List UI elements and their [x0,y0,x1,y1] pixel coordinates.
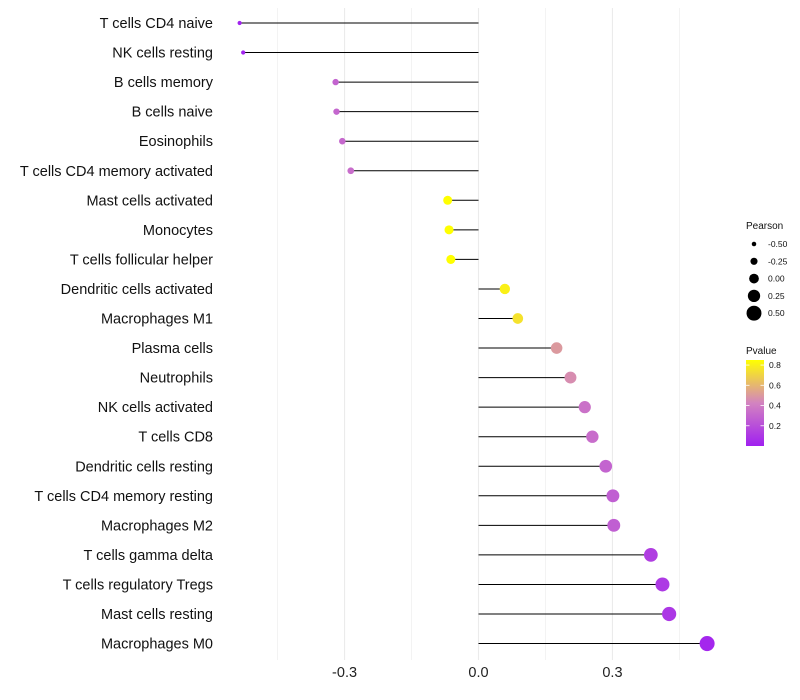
category-label: Macrophages M0 [101,637,213,653]
category-label: T cells gamma delta [84,548,214,564]
category-labels: T cells CD4 naive NK cells resting B cells… [20,16,214,653]
color-legend-label: 0.6 [769,380,781,390]
data-point [499,283,511,295]
data-point [347,167,355,175]
category-label: Macrophages M1 [101,312,213,328]
size-legend-key [751,241,757,247]
data-point [333,108,340,115]
data-point [512,313,524,324]
x-tick-label: -0.3 [332,665,357,681]
size-legend-key [749,273,759,284]
size-legend-title: Pearson [746,221,783,232]
data-point [643,548,658,562]
data-point [607,518,621,532]
x-axis-ticks: -0.3 0.0 0.3 [332,665,622,681]
size-legend-label: -0.25 [768,256,788,266]
category-label: Mast cells activated [86,193,213,209]
category-label: T cells regulatory Tregs [63,577,213,593]
color-legend-bar [746,360,764,446]
stems [239,22,708,645]
color-legend-label: 0.2 [769,421,781,431]
category-label: Mast cells resting [101,607,213,623]
data-point [241,50,246,55]
category-label: Macrophages M2 [101,518,213,534]
x-tick-label: 0.0 [468,665,488,681]
data-point [339,137,346,145]
category-label: B cells naive [132,105,213,121]
size-legend-label: 0.00 [768,274,785,284]
data-point [586,430,599,443]
data-point [443,195,453,205]
category-label: NK cells activated [98,400,213,416]
data-point [662,606,677,622]
color-legend-label: 0.8 [769,360,781,370]
category-label: NK cells resting [112,46,213,62]
category-label: T cells follicular helper [70,252,213,268]
data-point [444,225,454,235]
data-point [655,577,670,592]
color-legend-label: 0.4 [769,401,781,411]
data-point [564,371,577,384]
data-point [599,459,613,473]
points [237,20,715,652]
data-point [332,78,339,86]
category-label: T cells CD4 memory activated [20,164,213,180]
gridlines [277,8,680,660]
size-legend-key [747,289,761,303]
category-label: T cells CD4 naive [100,16,213,32]
data-point [237,20,242,26]
data-point [606,489,620,503]
size-legend-key [750,257,758,265]
data-point [699,636,715,652]
category-label: T cells CD8 [138,430,213,446]
category-label: Plasma cells [132,341,213,357]
category-label: Dendritic cells resting [75,459,213,475]
category-label: B cells memory [114,75,214,91]
x-tick-label: 0.3 [602,665,622,681]
category-label: Dendritic cells activated [61,282,213,298]
category-label: Eosinophils [139,134,213,150]
category-label: Neutrophils [140,371,213,387]
legend: Pearson -0.50 -0.25 0.00 0.25 0.50 Pvalue 0.8 0.… [746,221,788,446]
data-point [446,254,456,264]
data-point [578,401,591,414]
size-legend-key [746,305,762,321]
size-legend-label: 0.25 [768,291,785,301]
size-legend-label: -0.50 [768,239,788,249]
category-label: T cells CD4 memory resting [34,489,213,505]
size-legend-label: 0.50 [768,308,785,318]
data-point [550,342,563,354]
color-legend-title: Pvalue [746,346,777,357]
category-label: Monocytes [143,223,213,239]
